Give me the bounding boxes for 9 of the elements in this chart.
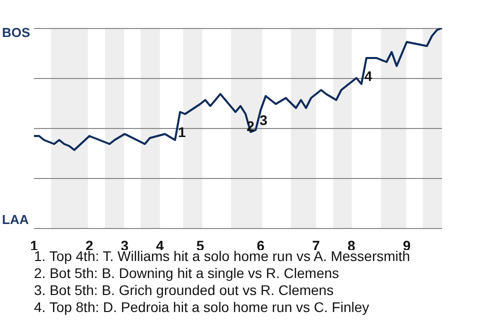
text: 2. Bot 5th: B. Downing hit a single vs R. Clemens bbox=[34, 265, 340, 282]
text: 3. Bot 5th: B. Grich grounded out vs R. Clemens bbox=[34, 282, 335, 299]
x-tick-label: 4 bbox=[156, 237, 164, 254]
annotation: 3 bbox=[260, 112, 268, 128]
text: BOS bbox=[2, 25, 30, 40]
annotation: 1 bbox=[178, 124, 186, 140]
text: LAA bbox=[2, 212, 29, 227]
text: 4. Top 8th: D. Pedroia hit a solo home run vs C. Finley bbox=[34, 299, 370, 316]
annotation: 4 bbox=[364, 68, 372, 84]
